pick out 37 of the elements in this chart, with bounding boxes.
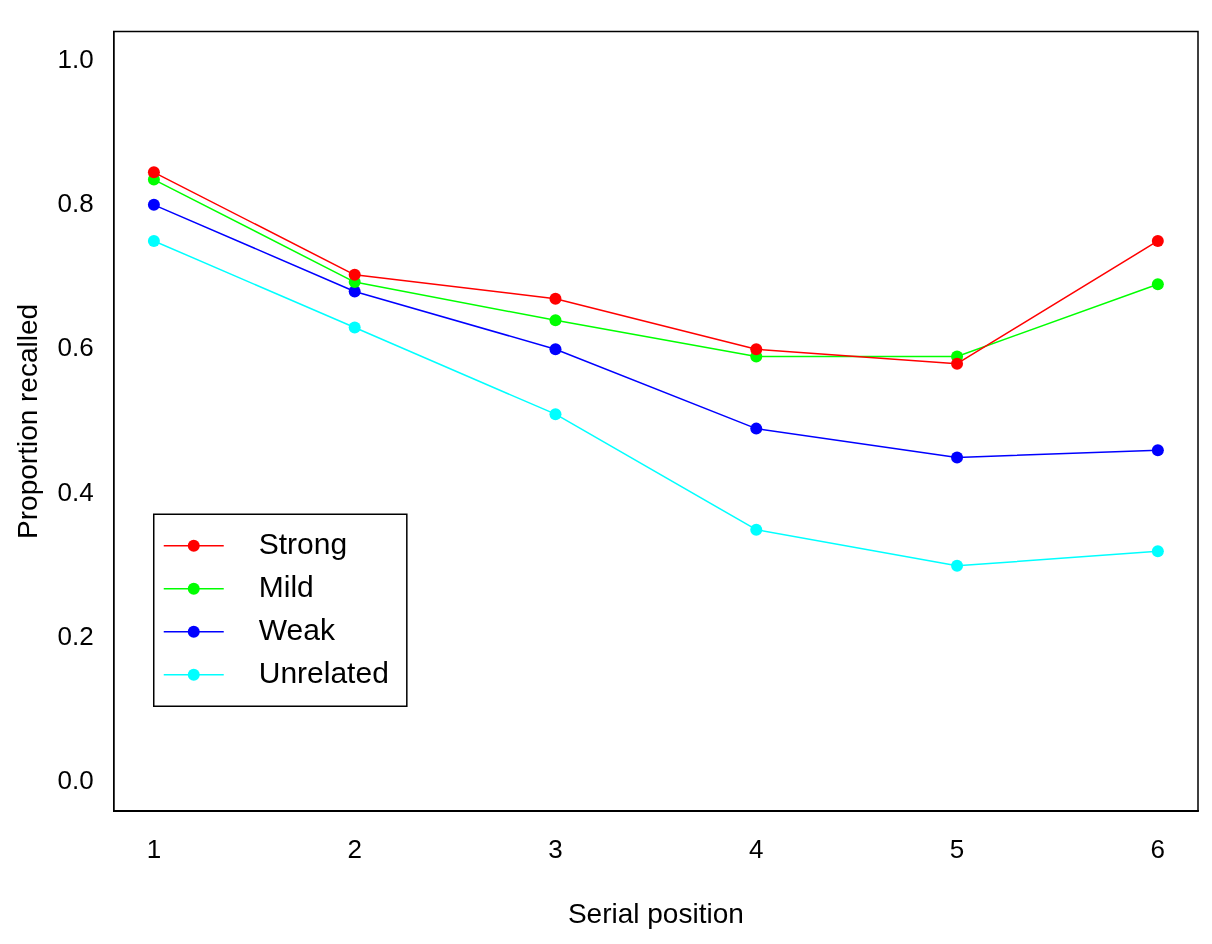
x-tick-label: 3	[548, 833, 563, 864]
x-tick-label: 4	[749, 833, 764, 864]
legend-label: Weak	[258, 612, 336, 646]
y-tick-label: 0.6	[57, 332, 94, 363]
point	[951, 559, 964, 572]
point	[951, 451, 964, 464]
point	[750, 343, 763, 356]
y-tick-label: 0.4	[57, 476, 94, 507]
point	[1151, 545, 1164, 558]
point	[348, 268, 361, 281]
point	[549, 292, 562, 305]
y-tick-label: 0.8	[57, 188, 94, 219]
point	[549, 343, 562, 356]
x-tick-label: 6	[1150, 833, 1166, 864]
y-tick-label: 0.2	[57, 621, 94, 652]
point	[147, 166, 160, 179]
point	[549, 314, 562, 327]
point	[951, 357, 964, 370]
point	[750, 422, 763, 435]
legend-label: Mild	[258, 569, 314, 603]
point	[750, 523, 763, 536]
legend-label: Unrelated	[258, 655, 389, 689]
x-tick-label: 2	[347, 833, 362, 864]
x-axis-title: Serial position	[567, 897, 744, 929]
point	[147, 198, 160, 211]
y-axis-title: Proportion recalled	[11, 303, 43, 539]
point	[549, 408, 562, 421]
point	[1151, 278, 1164, 291]
point	[348, 321, 361, 334]
x-tick-label: 5	[949, 833, 965, 864]
y-tick-label: 1.0	[57, 43, 94, 74]
y-tick-label: 0.0	[57, 765, 94, 796]
point	[147, 234, 160, 247]
x-tick-label: 1	[146, 833, 162, 864]
point	[1151, 444, 1164, 457]
point	[1151, 234, 1164, 247]
legend-label: Strong	[258, 526, 348, 560]
